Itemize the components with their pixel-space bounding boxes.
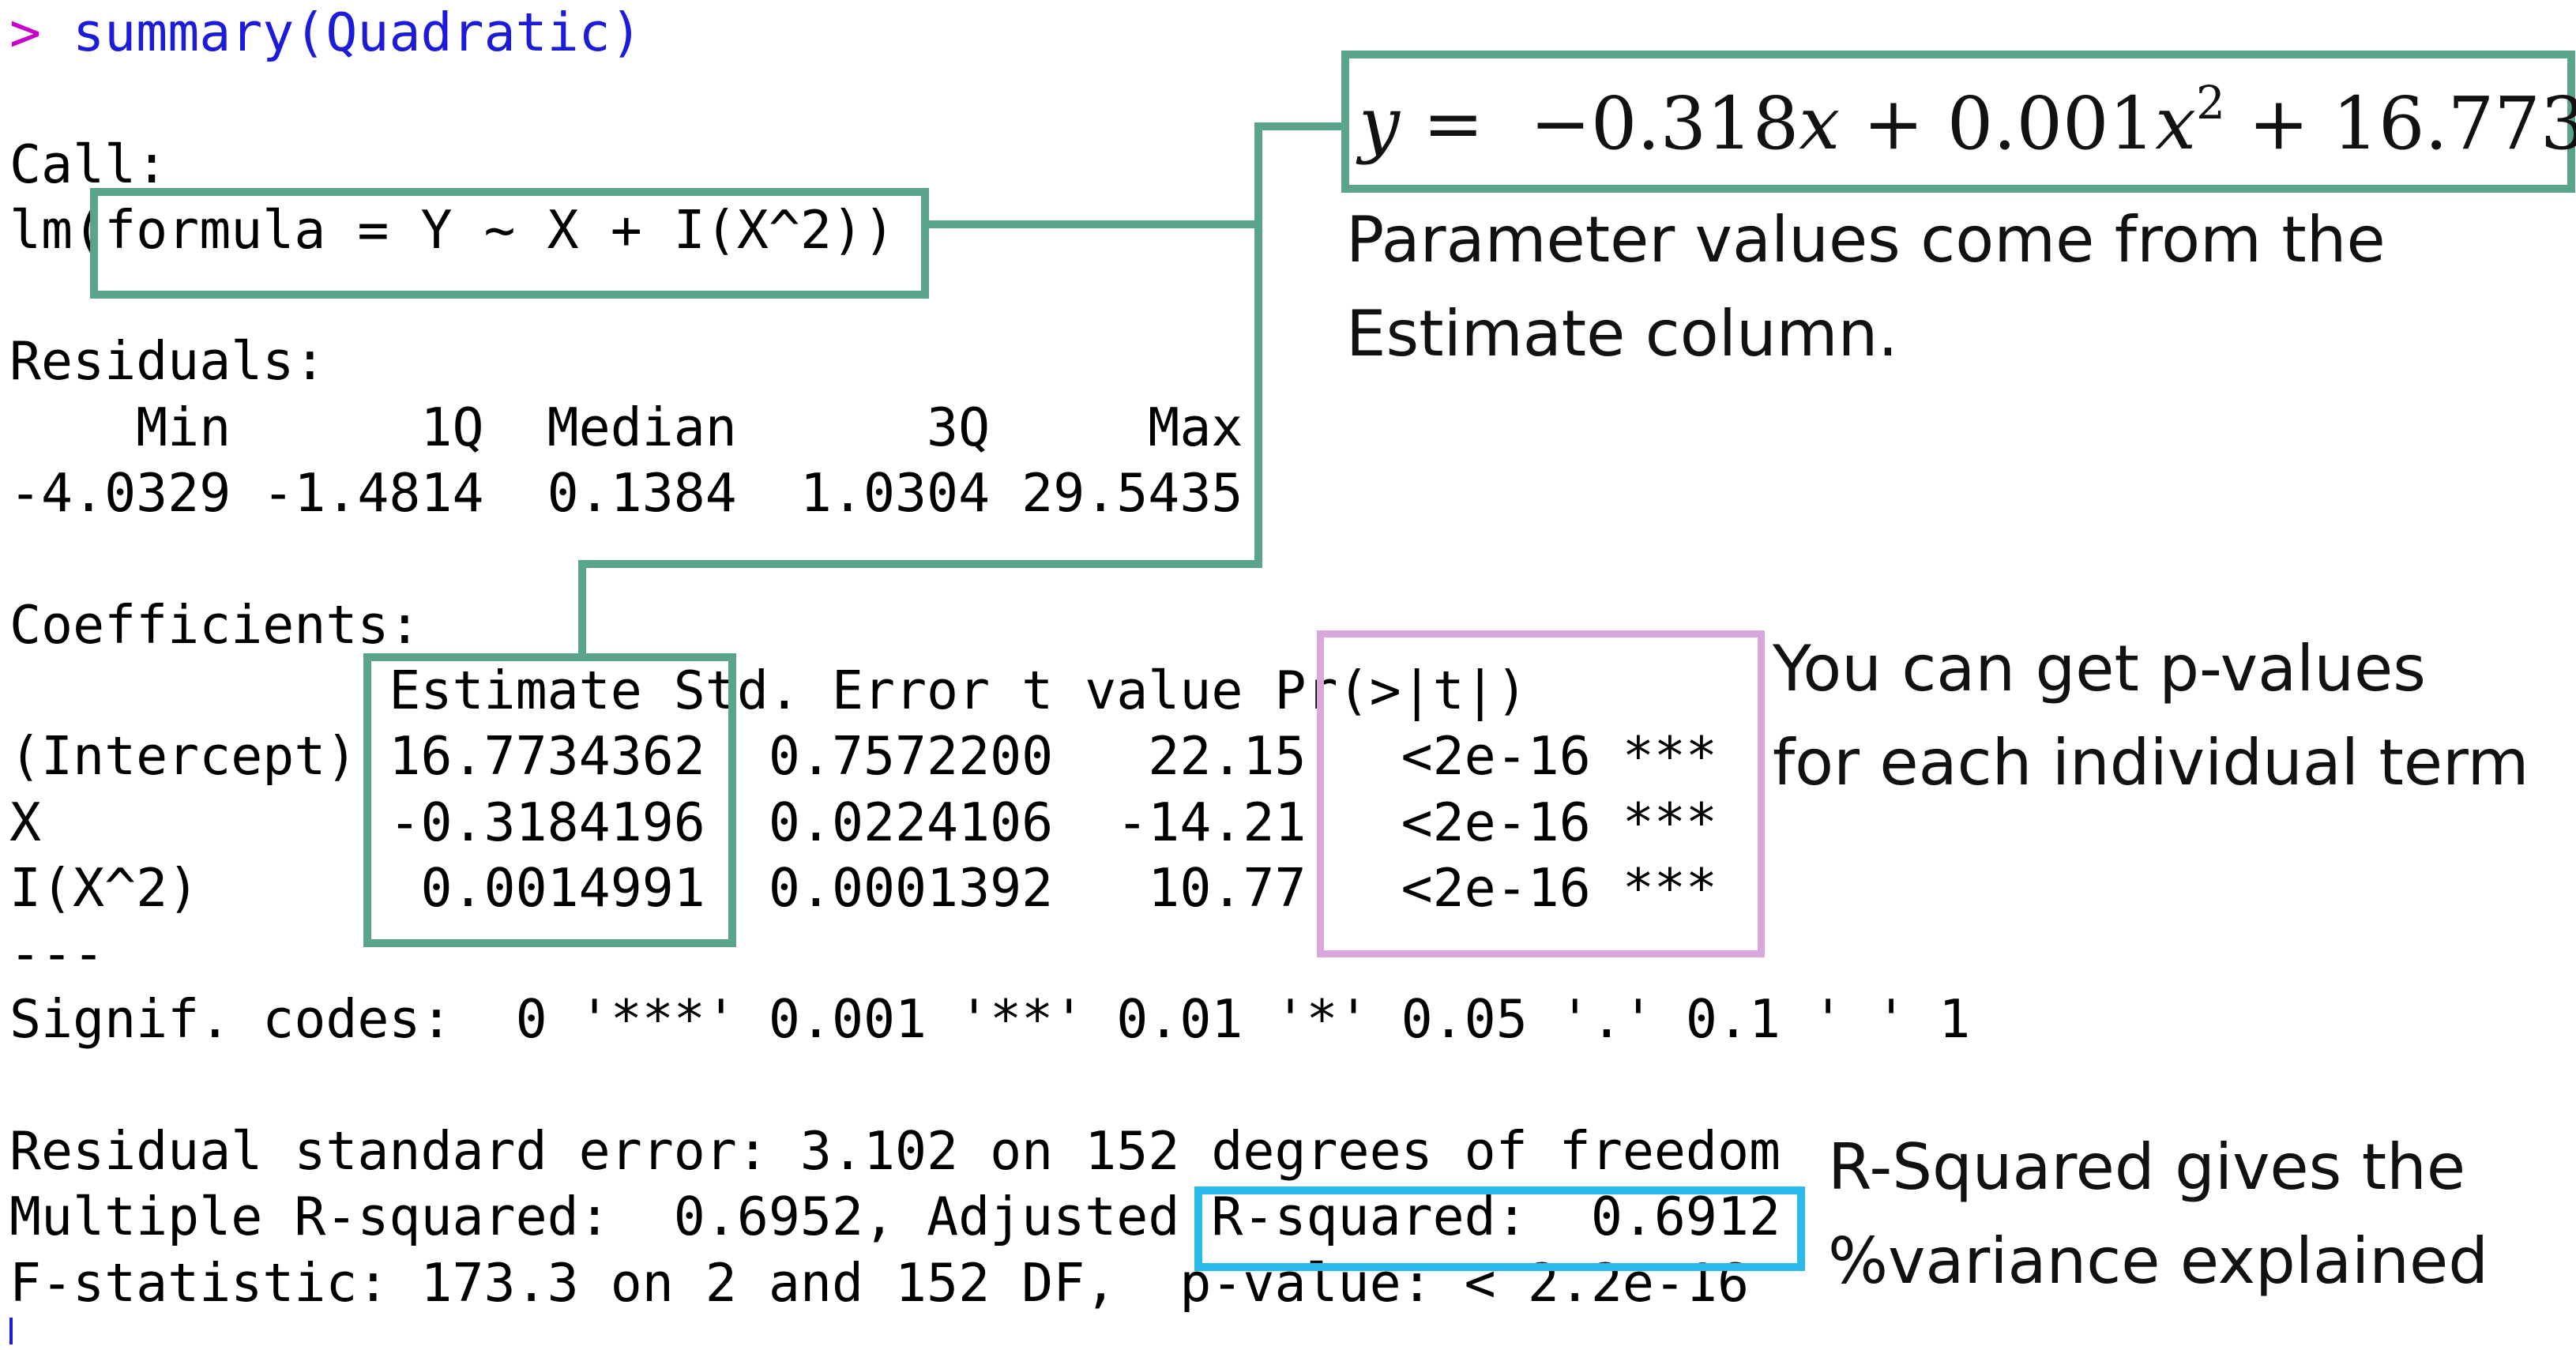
- rsquared-highlight-box: [1194, 1186, 1805, 1271]
- coef-row-intercept: (Intercept) 16.7734362 0.7572200 22.15 <…: [9, 725, 1717, 788]
- pvalue-highlight-box: [1317, 630, 1765, 957]
- signif-codes: Signif. codes: 0 '***' 0.001 '**' 0.01 '…: [9, 988, 1971, 1051]
- equation-exponent: 2: [2196, 76, 2225, 130]
- prompt-command: summary(Quadratic): [73, 2, 642, 63]
- r-console-output: > summary(Quadratic) Call: lm(formula = …: [9, 0, 1984, 1316]
- connector-vertical-main: [1254, 122, 1262, 568]
- connector-equation-horizontal: [1254, 122, 1341, 130]
- pvalue-note: You can get p-values for each individual…: [1773, 632, 2529, 799]
- equation-x1: x: [1799, 81, 1841, 166]
- estimate-highlight-box: [363, 653, 736, 947]
- connector-formula-horizontal: [929, 220, 1262, 228]
- equation-x2: x: [2155, 81, 2196, 166]
- call-header: Call:: [9, 133, 168, 195]
- coef-row-x-squared: I(X^2) 0.0014991 0.0001392 10.77 <2e-16 …: [9, 856, 1717, 919]
- prompt-symbol: >: [9, 2, 42, 63]
- prompt-line: > summary(Quadratic): [9, 0, 1984, 66]
- equation-highlight-box: [1341, 51, 2575, 193]
- residuals-values: -4.0329 -1.4814 0.1384 1.0304 29.5435: [9, 462, 1275, 525]
- call-formula: formula = Y ~ X + I(X^2)): [104, 198, 896, 261]
- connector-estimate-horizontal: [578, 560, 1262, 568]
- fitted-equation: y = −0.318x + 0.001x2 + 16.773: [1359, 65, 2576, 183]
- coef-table-header: Estimate Std. Error t value Pr(>|t|): [9, 659, 1654, 721]
- equation-eq: = −0.318: [1399, 81, 1799, 166]
- equation-plus2: + 16.773: [2224, 81, 2576, 166]
- residual-standard-error: Residual standard error: 3.102 on 152 de…: [9, 1120, 1781, 1183]
- rsquared-note: R-Squared gives the %variance explained: [1828, 1130, 2488, 1298]
- coef-row-x: X -0.3184196 0.0224106 -14.21 <2e-16 ***: [9, 791, 1717, 853]
- connector-estimate-vertical: [578, 560, 586, 653]
- call-prefix: lm(: [9, 198, 105, 261]
- f-statistic: F-statistic: 173.3 on 2 and 152 DF, p-va…: [9, 1251, 1750, 1314]
- residuals-header: Residuals:: [9, 330, 326, 393]
- r-squared-line: Multiple R-squared: 0.6952, Adjusted R-s…: [9, 1186, 1813, 1248]
- coefficients-header: Coefficients:: [9, 593, 421, 656]
- blank-line: [9, 1053, 1984, 1119]
- equation-y: y: [1359, 81, 1400, 166]
- console-cursor: [9, 1318, 13, 1344]
- residuals-labels: Min 1Q Median 3Q Max: [9, 396, 1275, 458]
- equation-plus1: + 0.001: [1840, 81, 2156, 166]
- formula-highlight-box: [90, 188, 929, 299]
- call-line: lm(formula = Y ~ X + I(X^2)): [9, 197, 1984, 263]
- separator: ---: [9, 923, 105, 985]
- parameter-note: Parameter values come from the Estimate …: [1346, 203, 2386, 370]
